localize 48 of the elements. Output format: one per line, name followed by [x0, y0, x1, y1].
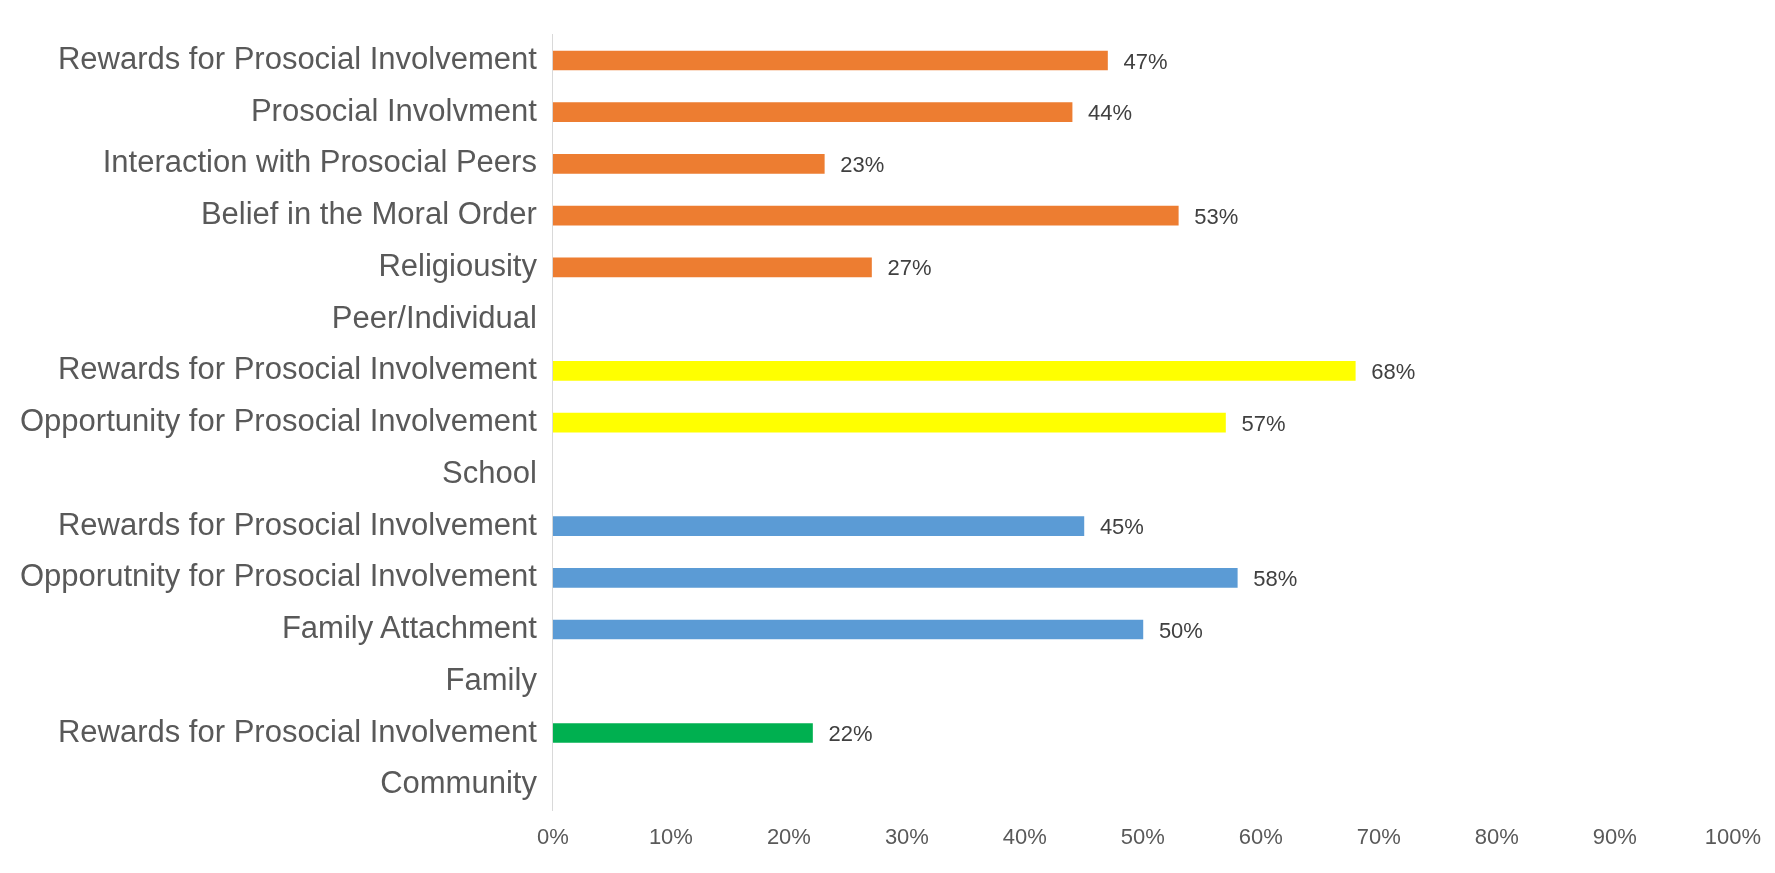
x-tick-label: 60%	[1238, 823, 1283, 849]
x-tick-label: 90%	[1592, 823, 1637, 849]
y-tick-label: Community	[380, 765, 538, 801]
x-tick-label: 80%	[1474, 823, 1519, 849]
data-label: 53%	[1194, 203, 1239, 229]
data-label: 50%	[1158, 617, 1203, 643]
bar	[552, 567, 1238, 588]
y-tick-label: Rewards for Prosocial Involvement	[57, 41, 538, 77]
y-tick-label: Family	[445, 661, 538, 697]
data-label: 57%	[1241, 410, 1286, 436]
bar	[552, 619, 1144, 640]
y-tick-label: Peer/Individual	[331, 299, 537, 335]
data-label: 45%	[1099, 514, 1144, 540]
x-tick-label: 70%	[1356, 823, 1401, 849]
bar	[552, 50, 1108, 71]
data-label: 47%	[1123, 48, 1168, 74]
bar	[552, 723, 813, 743]
x-tick-label: 30%	[884, 823, 929, 849]
bar	[552, 361, 1356, 381]
data-label: 44%	[1088, 100, 1133, 126]
y-tick-label: Rewards for Prosocial Involvement	[57, 713, 538, 749]
bar	[552, 205, 1179, 226]
bar	[552, 257, 872, 278]
y-tick-label: Prosocial Involvment	[250, 92, 538, 128]
data-label: 58%	[1253, 565, 1298, 591]
bar	[552, 516, 1085, 536]
bar	[552, 154, 825, 174]
y-tick-label: Religiousity	[378, 247, 538, 283]
y-tick-label: Rewards for Prosocial Involvement	[57, 351, 538, 387]
data-label: 22%	[828, 721, 873, 747]
x-tick-label: 10%	[648, 823, 693, 849]
y-tick-label: Opportunity for Prosocial Involvement	[20, 403, 538, 439]
y-tick-label: Opporutnity for Prosocial Involvement	[20, 558, 538, 594]
y-tick-label: Belief in the Moral Order	[200, 196, 537, 232]
x-tick-label: 40%	[1002, 823, 1047, 849]
y-tick-label: Family Attachment	[281, 610, 538, 646]
data-label: 27%	[887, 255, 932, 281]
bar	[552, 102, 1073, 123]
x-tick-label: 0%	[537, 823, 569, 849]
y-tick-label: Rewards for Prosocial Involvement	[57, 506, 538, 542]
x-tick-label: 100%	[1704, 823, 1762, 849]
data-label: 68%	[1371, 358, 1416, 384]
data-label: 23%	[840, 152, 885, 177]
y-tick-label: School	[442, 454, 537, 490]
y-tick-label: Interaction with Prosocial Peers	[102, 144, 537, 180]
x-tick-label: 50%	[1120, 823, 1165, 849]
bar	[552, 412, 1226, 433]
x-tick-label: 20%	[766, 823, 811, 849]
